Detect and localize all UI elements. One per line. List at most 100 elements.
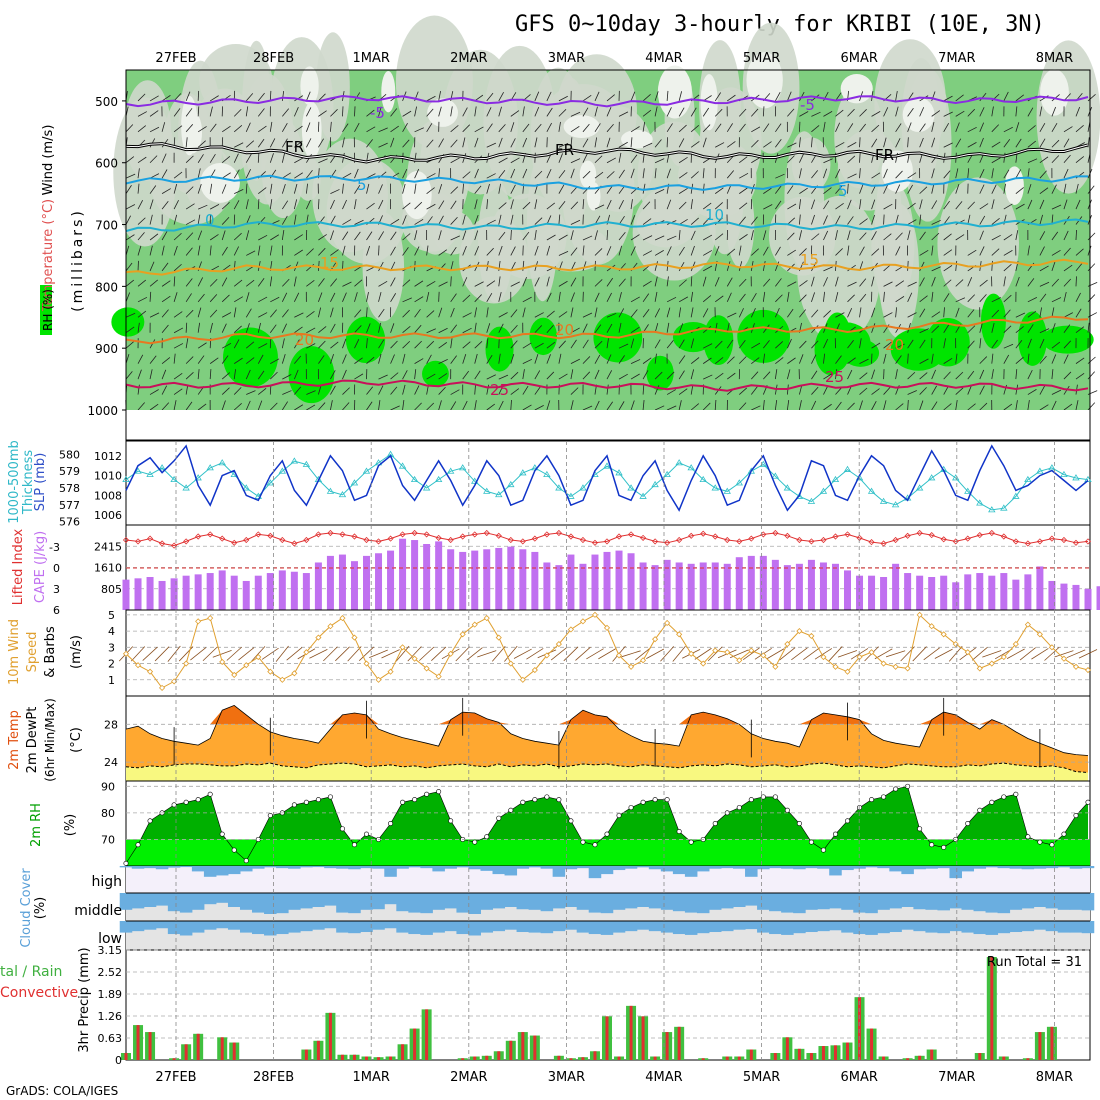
wind-barb bbox=[666, 276, 669, 287]
wind10-marker bbox=[1000, 653, 1007, 661]
wind-barb bbox=[618, 169, 625, 179]
wind-barb bbox=[257, 199, 260, 210]
cape-bar bbox=[976, 573, 984, 610]
wind10-marker bbox=[435, 673, 442, 680]
wind-barb bbox=[690, 307, 694, 318]
precip-ylabel: 3hr Precip (mm) bbox=[77, 947, 92, 1052]
wind-barb bbox=[209, 234, 219, 241]
wind-barb bbox=[1051, 389, 1062, 395]
cloud-mid-bar bbox=[817, 893, 830, 910]
wind-barb bbox=[630, 296, 640, 303]
thickness-marker bbox=[651, 480, 659, 488]
wind-barb bbox=[161, 295, 171, 303]
wind-barb bbox=[245, 153, 252, 163]
rh-marker bbox=[544, 794, 550, 800]
wind10-barb bbox=[226, 646, 242, 661]
wind10-marker bbox=[471, 621, 478, 628]
cloud-high-bar bbox=[552, 866, 566, 877]
wind-barb bbox=[402, 215, 407, 225]
lifted-marker bbox=[688, 532, 695, 539]
cloud-high-bar bbox=[564, 866, 578, 870]
thickness-marker bbox=[1060, 470, 1068, 477]
wind-barb bbox=[847, 369, 853, 380]
wind-barb bbox=[715, 142, 725, 148]
wind10-marker bbox=[399, 644, 406, 651]
wind-barb bbox=[354, 219, 364, 225]
wind-barb bbox=[426, 280, 436, 287]
wind-barb bbox=[979, 203, 989, 210]
wind-barb bbox=[330, 215, 336, 225]
wind-barb bbox=[558, 170, 566, 179]
wind-barb bbox=[245, 341, 255, 349]
wind-barb bbox=[835, 109, 844, 117]
wind-barb bbox=[558, 311, 568, 318]
wind10-barb bbox=[766, 648, 785, 660]
wind10-marker bbox=[736, 657, 743, 664]
cape-bar bbox=[230, 575, 238, 610]
wind-barb bbox=[895, 214, 899, 225]
wind-barb bbox=[245, 369, 251, 380]
wind-barb bbox=[991, 339, 998, 349]
date-label-top: 3MAR bbox=[548, 51, 585, 66]
wind-barb bbox=[173, 327, 184, 334]
thickness-marker bbox=[988, 506, 996, 513]
wind-barb bbox=[979, 356, 988, 364]
wind-barb bbox=[173, 343, 184, 349]
wind-barb bbox=[137, 354, 144, 364]
wind-barb bbox=[233, 200, 240, 210]
wind-barb bbox=[534, 137, 538, 148]
cloud-mid-label: middle bbox=[74, 903, 122, 919]
wind-barb bbox=[354, 122, 360, 133]
lifted-marker bbox=[435, 534, 442, 541]
wind-barb bbox=[414, 201, 423, 210]
lifted-marker bbox=[495, 532, 502, 539]
cloud-mid-bar bbox=[624, 893, 638, 909]
precip-conv-bar bbox=[1050, 1026, 1054, 1060]
wind-barb bbox=[402, 297, 412, 303]
rh-low-region bbox=[459, 216, 529, 304]
wind-barb bbox=[618, 111, 629, 117]
wind-barb bbox=[330, 230, 334, 241]
wind-barb bbox=[823, 121, 826, 132]
cloud-low-bar bbox=[564, 921, 578, 930]
wind-barb bbox=[859, 218, 868, 225]
wind-barb bbox=[498, 312, 508, 318]
cape-bar bbox=[579, 563, 587, 610]
lifted-line bbox=[125, 532, 1089, 547]
wind-barb bbox=[426, 402, 435, 411]
wind-barb bbox=[582, 199, 585, 210]
wind-barb bbox=[847, 281, 857, 287]
wind-barb bbox=[991, 369, 994, 380]
wind-barb bbox=[1027, 400, 1030, 411]
wind-barb bbox=[534, 245, 539, 256]
wind-barb bbox=[762, 230, 767, 241]
wind-barb bbox=[859, 307, 862, 318]
rh-marker bbox=[808, 839, 814, 845]
wind10-marker bbox=[555, 641, 562, 648]
wind-barb bbox=[1087, 322, 1090, 333]
wind10-marker bbox=[567, 626, 574, 633]
wind-barb bbox=[871, 400, 877, 411]
wind-barb bbox=[666, 168, 671, 179]
rh-marker bbox=[147, 818, 153, 824]
wind-barb bbox=[955, 279, 964, 287]
wind10-barb bbox=[513, 648, 532, 659]
wind-barb bbox=[618, 355, 625, 364]
thickness-marker bbox=[879, 497, 888, 504]
precip-conv-bar bbox=[136, 1025, 140, 1060]
wind-barb bbox=[871, 248, 880, 256]
cloud-low-bar bbox=[733, 921, 746, 930]
wind-barb bbox=[630, 338, 635, 349]
wind-barb bbox=[233, 232, 242, 241]
contour-label: 25 bbox=[490, 381, 509, 399]
cloud-low-bar bbox=[913, 921, 926, 932]
thickness-line bbox=[125, 453, 1089, 511]
wind-barb bbox=[522, 358, 533, 364]
wind-barb bbox=[197, 355, 205, 364]
wind-barb bbox=[931, 369, 936, 380]
wind-barb bbox=[570, 111, 581, 117]
wind-barb bbox=[811, 125, 820, 133]
wind-barb bbox=[582, 107, 589, 117]
wind-barb bbox=[690, 357, 700, 364]
wind10-marker bbox=[411, 655, 418, 662]
